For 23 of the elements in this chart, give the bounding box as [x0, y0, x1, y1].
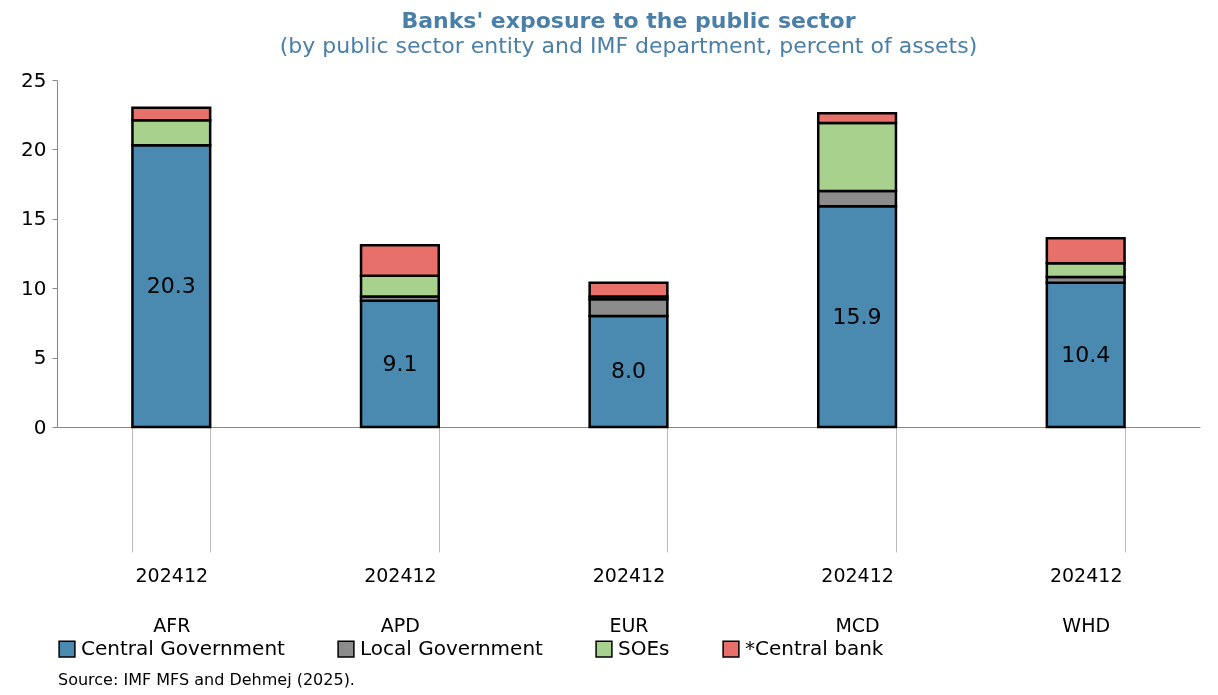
category-label: 202412 AFR [135, 563, 209, 636]
category-label: 202412 WHD [1049, 563, 1123, 636]
y-tick-label: 25 [21, 67, 47, 92]
legend-label: Local Government [360, 636, 544, 661]
data-label: 20.3 [146, 273, 196, 299]
legend-label: *Central bank [745, 636, 884, 661]
data-label: 9.1 [382, 350, 418, 376]
legend-label: SOEs [618, 636, 670, 661]
data-label: 15.9 [832, 303, 882, 329]
data-label: 10.4 [1061, 341, 1111, 367]
y-tick-label: 5 [33, 345, 47, 370]
data-label: 8.0 [611, 358, 646, 384]
y-tick-label: 10 [21, 275, 47, 300]
y-tick-label: 0 [33, 414, 47, 439]
y-tick-label: 20 [21, 136, 47, 161]
category-label: 202412 EUR [592, 563, 666, 636]
category-label: 202412 MCD [821, 563, 894, 636]
chart-subtitle: (by public sector entity and IMF department, percent of assets) [279, 33, 978, 58]
chart-title: Banks' exposure to the public sector [401, 8, 856, 33]
source-note: Source: IMF MFS and Dehmej (2025). [58, 670, 355, 689]
legend-label: Central Government [81, 636, 286, 661]
y-tick-label: 15 [21, 206, 47, 231]
category-label: 202412 APD [364, 563, 437, 636]
